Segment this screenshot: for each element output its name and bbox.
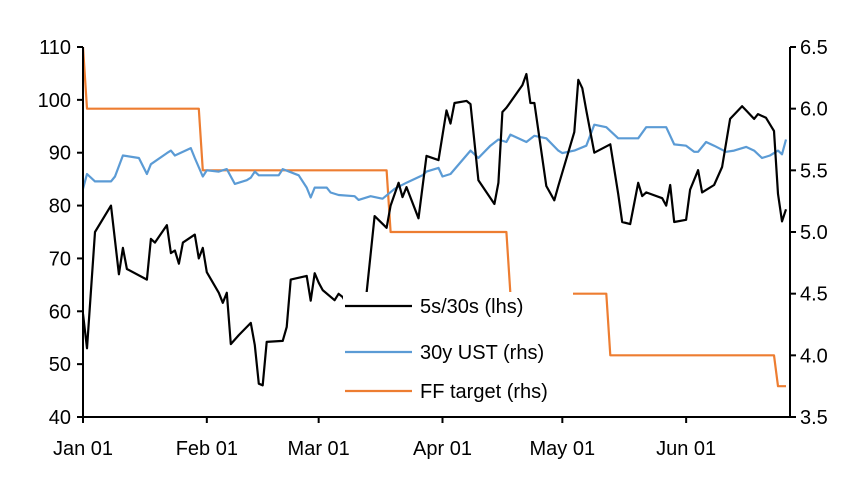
x-tick-label: Jan 01	[53, 438, 113, 460]
x-tick-label: May 01	[530, 438, 596, 460]
y2-tick-label: 6.0	[800, 99, 828, 121]
y-tick-label: 40	[49, 407, 71, 429]
legend-label-0: 5s/30s (lhs)	[420, 296, 523, 318]
x-tick-label: Jun 01	[656, 438, 716, 460]
legend-label-2: FF target (rhs)	[420, 381, 548, 403]
y2-tick-label: 5.5	[800, 160, 828, 182]
y-tick-label: 60	[49, 301, 71, 323]
series-line-0	[81, 72, 788, 387]
axes-layer: 40 50 60 70 80 90 100 110 3.5 4.0 4.5 5.0 5.5 6.0 6.5 J…	[38, 37, 828, 460]
y-tick-label: 100	[38, 90, 71, 112]
y2-tick-label: 5.0	[800, 222, 828, 244]
legend-label-1: 30y UST (rhs)	[420, 342, 544, 364]
x-tick-label: Mar 01	[288, 438, 350, 460]
series-line-2	[81, 46, 786, 388]
x-tick-label: Feb 01	[176, 438, 238, 460]
y2-tick-label: 4.5	[800, 284, 828, 306]
y-tick-label: 50	[49, 354, 71, 376]
x-tick-label: Apr 01	[413, 438, 472, 460]
series-layer	[81, 46, 788, 388]
legend: 5s/30s (lhs) 30y UST (rhs) FF target (rhs)	[343, 292, 573, 403]
y-tick-label: 110	[39, 37, 71, 59]
y-tick-label: 90	[49, 143, 71, 165]
y2-tick-label: 6.5	[800, 37, 828, 59]
y-tick-label: 70	[49, 248, 71, 270]
series-line-1	[81, 123, 788, 201]
y2-tick-label: 4.0	[800, 345, 828, 367]
y-tick-label: 80	[49, 196, 71, 218]
y2-tick-label: 3.5	[800, 407, 828, 429]
